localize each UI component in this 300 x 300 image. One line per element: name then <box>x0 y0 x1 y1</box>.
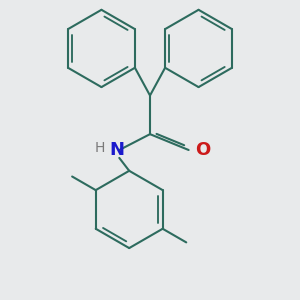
Text: H: H <box>95 141 105 155</box>
Text: O: O <box>195 141 210 159</box>
Text: N: N <box>109 141 124 159</box>
